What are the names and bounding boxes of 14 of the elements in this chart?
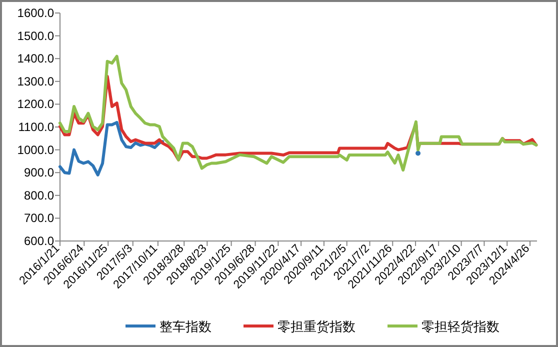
legend-label: 整车指数 [160,319,212,334]
y-tick-label: 1500.0 [17,28,54,43]
y-tick-label: 1600.0 [17,6,54,20]
y-tick-label: 700.0 [24,211,54,226]
y-tick-label: 1400.0 [17,52,54,66]
y-tick-label: 800.0 [24,188,54,202]
line-series [58,54,538,172]
legend-label: 零担重货指数 [278,319,356,334]
y-tick-label: 1100.0 [18,120,54,134]
y-tick-label: 1000.0 [17,142,54,157]
y-tick-label: 1200.0 [17,97,54,112]
legend-label: 零担轻货指数 [422,319,500,334]
y-tick-label: 1300.0 [17,74,54,88]
y-tick-label: 900.0 [24,166,54,180]
